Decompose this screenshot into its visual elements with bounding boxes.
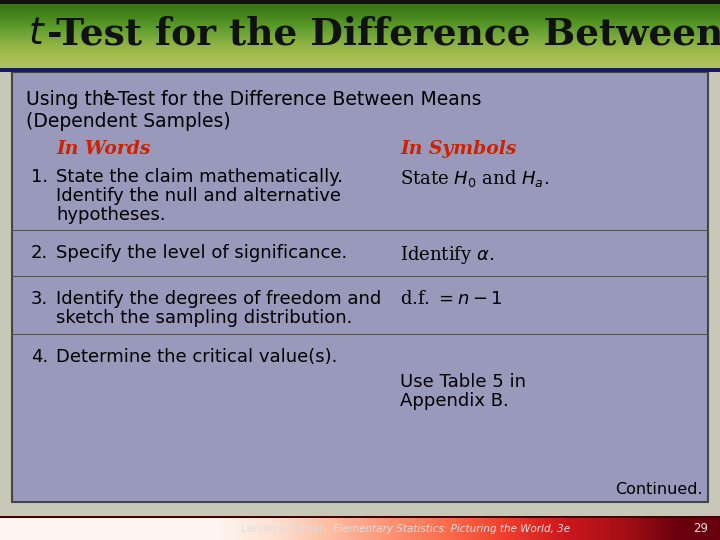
Text: 2.: 2. [31, 244, 48, 262]
Text: 1.: 1. [31, 168, 48, 186]
Text: State $H_0$ and $H_a$.: State $H_0$ and $H_a$. [400, 168, 549, 189]
Bar [0, 0, 720, 4]
Text: State the claim mathematically.: State the claim mathematically. [56, 168, 343, 186]
Text: Larson & Farber,: Larson & Farber, [240, 524, 330, 534]
Bar [0, 516, 720, 518]
Text: 29: 29 [693, 523, 708, 536]
Text: Continued.: Continued. [616, 482, 703, 497]
Text: 4.: 4. [31, 348, 48, 366]
Text: -Test for the Difference Between Means: -Test for the Difference Between Means [113, 90, 482, 109]
Text: Determine the critical value(s).: Determine the critical value(s). [56, 348, 338, 366]
Text: -Test for the Difference Between Means: -Test for the Difference Between Means [47, 16, 720, 52]
Text: sketch the sampling distribution.: sketch the sampling distribution. [56, 309, 352, 327]
Text: Elementary Statistics: Picturing the World, 3e: Elementary Statistics: Picturing the Wor… [330, 524, 570, 534]
Text: (Dependent Samples): (Dependent Samples) [26, 112, 230, 131]
Text: In Symbols: In Symbols [400, 140, 516, 158]
Text: Identify the degrees of freedom and: Identify the degrees of freedom and [56, 290, 382, 308]
Bar [0, 0, 720, 68]
Text: d.f. $= n - 1$: d.f. $= n - 1$ [400, 290, 503, 308]
Text: $t$: $t$ [28, 16, 46, 52]
Text: Specify the level of significance.: Specify the level of significance. [56, 244, 347, 262]
Text: $t$: $t$ [102, 90, 112, 108]
Text: In Words: In Words [56, 140, 150, 158]
Bar [12, 72, 708, 502]
Text: Identify $\alpha$.: Identify $\alpha$. [400, 244, 495, 266]
Text: Appendix B.: Appendix B. [400, 392, 509, 410]
Text: Using the: Using the [26, 90, 121, 109]
Text: 3.: 3. [31, 290, 48, 308]
Text: hypotheses.: hypotheses. [56, 206, 166, 224]
Bar [0, 68, 720, 72]
Text: Use Table 5 in: Use Table 5 in [400, 373, 526, 391]
Text: Identify the null and alternative: Identify the null and alternative [56, 187, 341, 205]
